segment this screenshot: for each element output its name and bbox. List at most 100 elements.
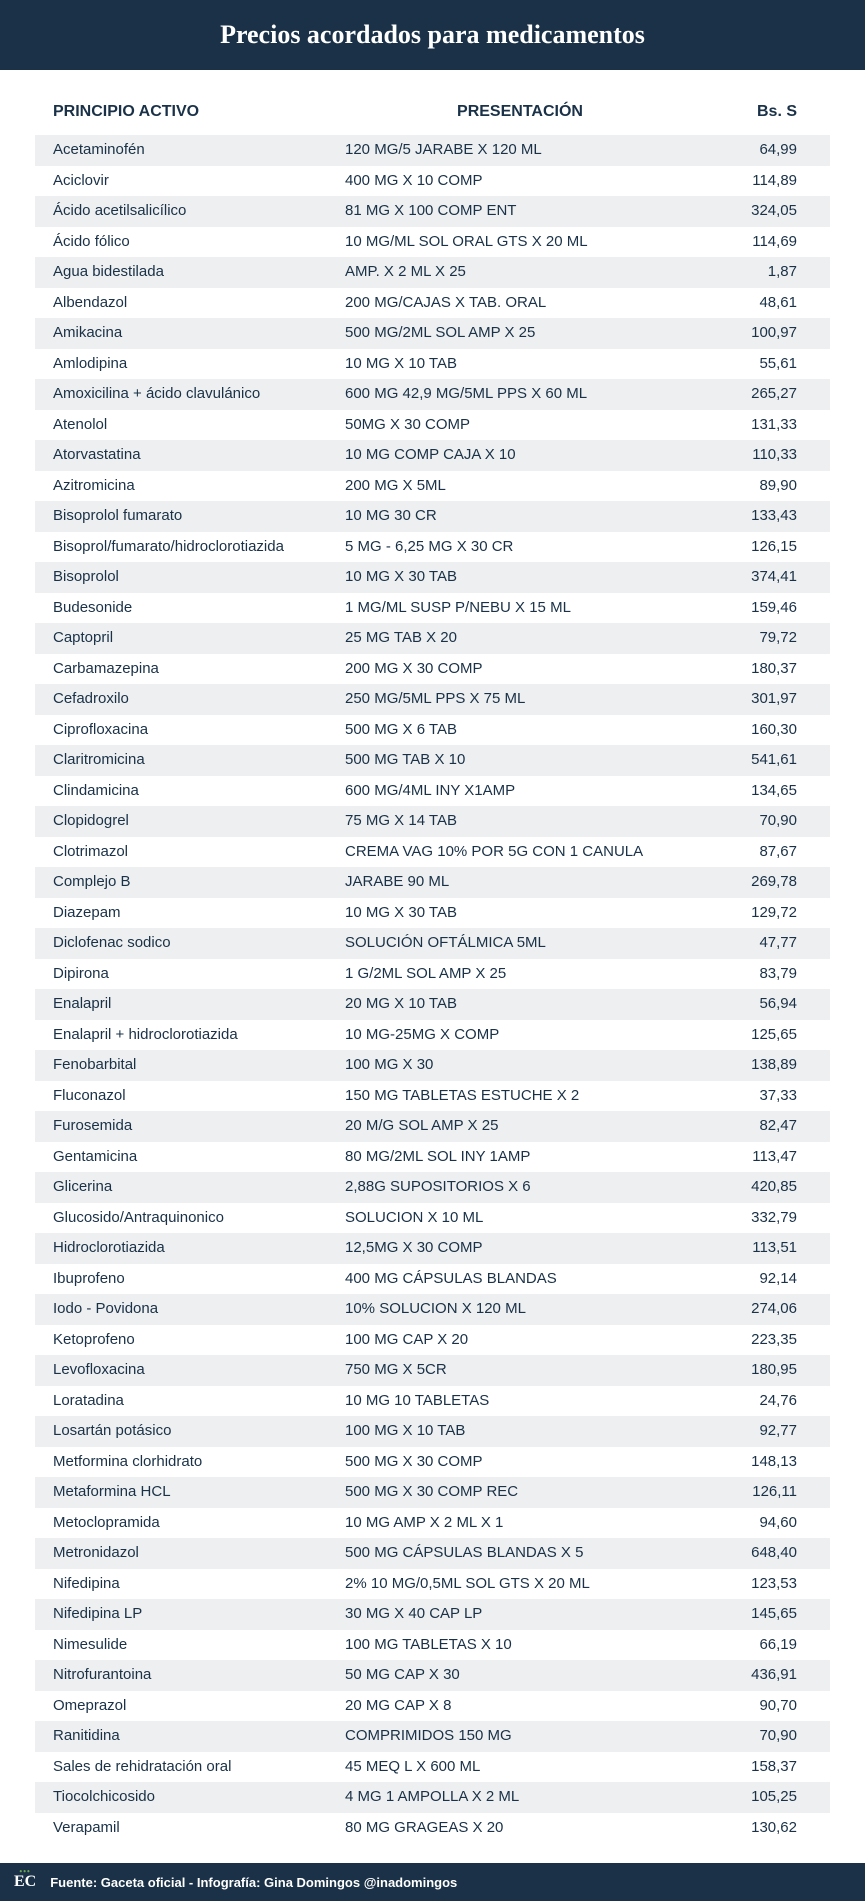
cell-presentacion: 600 MG/4ML INY X1AMP <box>345 780 695 803</box>
cell-presentacion: 500 MG X 30 COMP <box>345 1451 695 1474</box>
table-row: Tiocolchicosido4 MG 1 AMPOLLA X 2 ML105,… <box>35 1782 830 1813</box>
cell-principio: Hidroclorotiazida <box>35 1237 345 1260</box>
cell-principio: Ácido fólico <box>35 231 345 254</box>
cell-principio: Ketoprofeno <box>35 1329 345 1352</box>
cell-presentacion: 10 MG COMP CAJA X 10 <box>345 444 695 467</box>
cell-presentacion: 750 MG X 5CR <box>345 1359 695 1382</box>
cell-presentacion: 120 MG/5 JARABE X 120 ML <box>345 139 695 162</box>
cell-principio: Clindamicina <box>35 780 345 803</box>
cell-presentacion: 100 MG CAP X 20 <box>345 1329 695 1352</box>
table-row: Nifedipina LP30 MG X 40 CAP LP145,65 <box>35 1599 830 1630</box>
cell-precio: 160,30 <box>695 719 815 742</box>
cell-presentacion: 81 MG X 100 COMP ENT <box>345 200 695 223</box>
cell-precio: 332,79 <box>695 1207 815 1230</box>
cell-precio: 301,97 <box>695 688 815 711</box>
table-row: Cefadroxilo250 MG/5ML PPS X 75 ML301,97 <box>35 684 830 715</box>
cell-presentacion: 150 MG TABLETAS ESTUCHE X 2 <box>345 1085 695 1108</box>
cell-principio: Tiocolchicosido <box>35 1786 345 1809</box>
table-row: Agua bidestiladaAMP. X 2 ML X 251,87 <box>35 257 830 288</box>
cell-principio: Metaformina HCL <box>35 1481 345 1504</box>
cell-precio: 158,37 <box>695 1756 815 1779</box>
cell-precio: 145,65 <box>695 1603 815 1626</box>
cell-presentacion: 500 MG CÁPSULAS BLANDAS X 5 <box>345 1542 695 1565</box>
table-row: Glucosido/AntraquinonicoSOLUCION X 10 ML… <box>35 1203 830 1234</box>
table-row: Amoxicilina + ácido clavulánico600 MG 42… <box>35 379 830 410</box>
cell-principio: Enalapril + hidroclorotiazida <box>35 1024 345 1047</box>
cell-precio: 55,61 <box>695 353 815 376</box>
cell-principio: Cefadroxilo <box>35 688 345 711</box>
table-row: Metaformina HCL500 MG X 30 COMP REC126,1… <box>35 1477 830 1508</box>
cell-principio: Claritromicina <box>35 749 345 772</box>
cell-presentacion: 500 MG X 30 COMP REC <box>345 1481 695 1504</box>
cell-presentacion: 500 MG/2ML SOL AMP X 25 <box>345 322 695 345</box>
cell-precio: 223,35 <box>695 1329 815 1352</box>
cell-precio: 131,33 <box>695 414 815 437</box>
table-row: Gentamicina80 MG/2ML SOL INY 1AMP113,47 <box>35 1142 830 1173</box>
table-header-row: PRINCIPIO ACTIVO PRESENTACIÓN Bs. S <box>35 95 830 135</box>
cell-precio: 24,76 <box>695 1390 815 1413</box>
cell-principio: Gentamicina <box>35 1146 345 1169</box>
table-row: Iodo - Povidona10% SOLUCION X 120 ML274,… <box>35 1294 830 1325</box>
cell-precio: 138,89 <box>695 1054 815 1077</box>
cell-precio: 126,15 <box>695 536 815 559</box>
cell-presentacion: 100 MG TABLETAS X 10 <box>345 1634 695 1657</box>
table-row: Sales de rehidratación oral45 MEQ L X 60… <box>35 1752 830 1783</box>
cell-principio: Agua bidestilada <box>35 261 345 284</box>
cell-principio: Bisoprol/fumarato/hidroclorotiazida <box>35 536 345 559</box>
table-row: Bisoprol/fumarato/hidroclorotiazida5 MG … <box>35 532 830 563</box>
cell-precio: 87,67 <box>695 841 815 864</box>
cell-precio: 37,33 <box>695 1085 815 1108</box>
cell-presentacion: 10 MG-25MG X COMP <box>345 1024 695 1047</box>
cell-presentacion: CREMA VAG 10% POR 5G CON 1 CANULA <box>345 841 695 864</box>
cell-precio: 269,78 <box>695 871 815 894</box>
cell-presentacion: 1 G/2ML SOL AMP X 25 <box>345 963 695 986</box>
page-title: Precios acordados para medicamentos <box>0 0 865 70</box>
table-row: Bisoprolol fumarato10 MG 30 CR133,43 <box>35 501 830 532</box>
cell-principio: Atenolol <box>35 414 345 437</box>
cell-presentacion: 20 MG X 10 TAB <box>345 993 695 1016</box>
cell-presentacion: 200 MG/CAJAS X TAB. ORAL <box>345 292 695 315</box>
cell-precio: 70,90 <box>695 1725 815 1748</box>
table-row: Loratadina10 MG 10 TABLETAS24,76 <box>35 1386 830 1417</box>
cell-presentacion: 400 MG X 10 COMP <box>345 170 695 193</box>
table-row: Metformina clorhidrato500 MG X 30 COMP14… <box>35 1447 830 1478</box>
table-row: Glicerina2,88G SUPOSITORIOS X 6420,85 <box>35 1172 830 1203</box>
cell-precio: 265,27 <box>695 383 815 406</box>
table-row: Nitrofurantoina50 MG CAP X 30436,91 <box>35 1660 830 1691</box>
cell-precio: 79,72 <box>695 627 815 650</box>
cell-presentacion: 10 MG 10 TABLETAS <box>345 1390 695 1413</box>
table-row: Atenolol50MG X 30 COMP131,33 <box>35 410 830 441</box>
cell-presentacion: 200 MG X 30 COMP <box>345 658 695 681</box>
cell-principio: Glucosido/Antraquinonico <box>35 1207 345 1230</box>
cell-presentacion: 50MG X 30 COMP <box>345 414 695 437</box>
table-row: Ciprofloxacina500 MG X 6 TAB160,30 <box>35 715 830 746</box>
cell-precio: 133,43 <box>695 505 815 528</box>
table-row: Enalapril20 MG X 10 TAB56,94 <box>35 989 830 1020</box>
cell-principio: Amlodipina <box>35 353 345 376</box>
cell-precio: 123,53 <box>695 1573 815 1596</box>
cell-precio: 89,90 <box>695 475 815 498</box>
cell-presentacion: 10 MG 30 CR <box>345 505 695 528</box>
table-row: Azitromicina200 MG X 5ML89,90 <box>35 471 830 502</box>
cell-presentacion: 10% SOLUCION X 120 ML <box>345 1298 695 1321</box>
cell-principio: Budesonide <box>35 597 345 620</box>
cell-precio: 113,51 <box>695 1237 815 1260</box>
cell-presentacion: 2,88G SUPOSITORIOS X 6 <box>345 1176 695 1199</box>
table-row: Captopril25 MG TAB X 2079,72 <box>35 623 830 654</box>
cell-presentacion: SOLUCIÓN OFTÁLMICA 5ML <box>345 932 695 955</box>
cell-presentacion: 12,5MG X 30 COMP <box>345 1237 695 1260</box>
cell-presentacion: JARABE 90 ML <box>345 871 695 894</box>
cell-principio: Captopril <box>35 627 345 650</box>
cell-presentacion: 10 MG AMP X 2 ML X 1 <box>345 1512 695 1535</box>
cell-presentacion: 400 MG CÁPSULAS BLANDAS <box>345 1268 695 1291</box>
cell-principio: Nimesulide <box>35 1634 345 1657</box>
cell-principio: Ácido acetilsalicílico <box>35 200 345 223</box>
cell-principio: Bisoprolol <box>35 566 345 589</box>
cell-principio: Ciprofloxacina <box>35 719 345 742</box>
table-row: Acetaminofén120 MG/5 JARABE X 120 ML64,9… <box>35 135 830 166</box>
table-row: Carbamazepina200 MG X 30 COMP180,37 <box>35 654 830 685</box>
table-row: Ketoprofeno100 MG CAP X 20223,35 <box>35 1325 830 1356</box>
cell-principio: Verapamil <box>35 1817 345 1840</box>
cell-precio: 180,95 <box>695 1359 815 1382</box>
cell-principio: Diazepam <box>35 902 345 925</box>
